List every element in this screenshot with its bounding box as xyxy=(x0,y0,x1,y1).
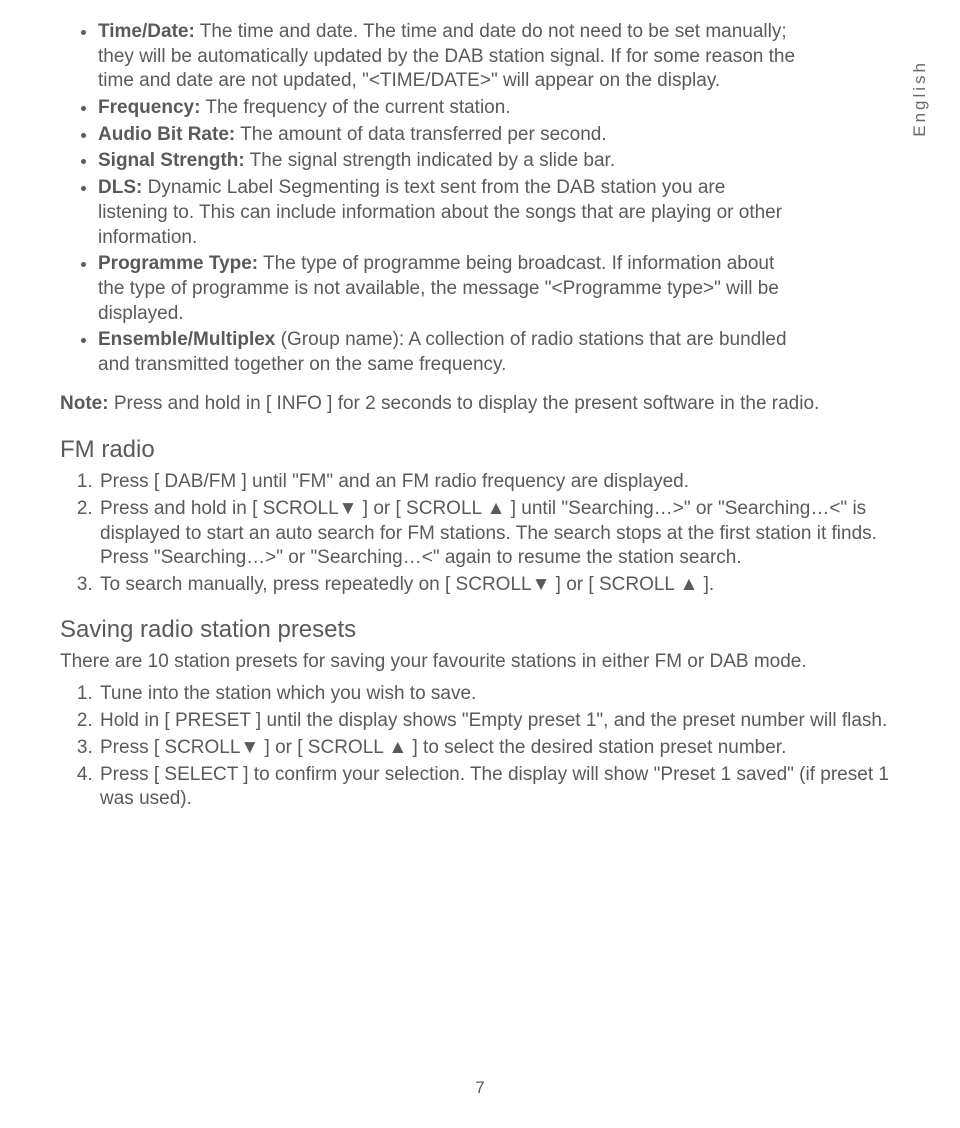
bullet-bold: Audio Bit Rate: xyxy=(98,124,235,145)
bullet-item: Programme Type: The type of programme be… xyxy=(98,252,900,326)
list-item: To search manually, press repeatedly on … xyxy=(98,573,900,598)
page-content: Time/Date: The time and date. The time a… xyxy=(0,0,960,848)
list-item: Press [ SELECT ] to confirm your selecti… xyxy=(98,763,900,812)
bullet-bold: Signal Strength: xyxy=(98,150,245,171)
bullet-text: Dynamic Label Segmenting is text sent fr… xyxy=(98,177,782,247)
presets-steps-list: Tune into the station which you wish to … xyxy=(60,682,900,811)
bullet-item: Ensemble/Multiplex (Group name): A colle… xyxy=(98,328,900,377)
bullet-item: DLS: Dynamic Label Segmenting is text se… xyxy=(98,176,900,250)
bullet-item: Time/Date: The time and date. The time a… xyxy=(98,20,900,94)
list-item: Press [ SCROLL▼ ] or [ SCROLL ▲ ] to sel… xyxy=(98,736,900,761)
list-item: Tune into the station which you wish to … xyxy=(98,682,900,707)
info-bullet-list: Time/Date: The time and date. The time a… xyxy=(60,20,900,378)
bullet-bold: Programme Type: xyxy=(98,253,258,274)
bullet-bold: Time/Date: xyxy=(98,21,195,42)
presets-heading: Saving radio station presets xyxy=(60,616,900,644)
list-item: Press [ DAB/FM ] until "FM" and an FM ra… xyxy=(98,470,900,495)
page-number: 7 xyxy=(0,1078,960,1098)
presets-intro: There are 10 station presets for saving … xyxy=(60,650,900,675)
language-tab: English xyxy=(910,60,930,137)
note-text: Press and hold in [ INFO ] for 2 seconds… xyxy=(109,393,820,414)
note-bold: Note: xyxy=(60,393,109,414)
bullet-bold: Ensemble/Multiplex xyxy=(98,329,275,350)
bullet-text: The frequency of the current station. xyxy=(200,97,510,118)
bullet-item: Audio Bit Rate: The amount of data trans… xyxy=(98,123,900,148)
bullet-bold: DLS: xyxy=(98,177,142,198)
list-item: Hold in [ PRESET ] until the display sho… xyxy=(98,709,900,734)
bullet-text: The amount of data transferred per secon… xyxy=(235,124,606,145)
list-item: Press and hold in [ SCROLL▼ ] or [ SCROL… xyxy=(98,497,900,571)
bullet-text: The signal strength indicated by a slide… xyxy=(245,150,615,171)
bullet-text: The time and date. The time and date do … xyxy=(98,21,795,91)
bullet-bold: Frequency: xyxy=(98,97,200,118)
fm-steps-list: Press [ DAB/FM ] until "FM" and an FM ra… xyxy=(60,470,900,597)
fm-radio-heading: FM radio xyxy=(60,436,900,464)
bullet-item: Frequency: The frequency of the current … xyxy=(98,96,900,121)
note-paragraph: Note: Press and hold in [ INFO ] for 2 s… xyxy=(60,392,900,417)
bullet-item: Signal Strength: The signal strength ind… xyxy=(98,149,900,174)
